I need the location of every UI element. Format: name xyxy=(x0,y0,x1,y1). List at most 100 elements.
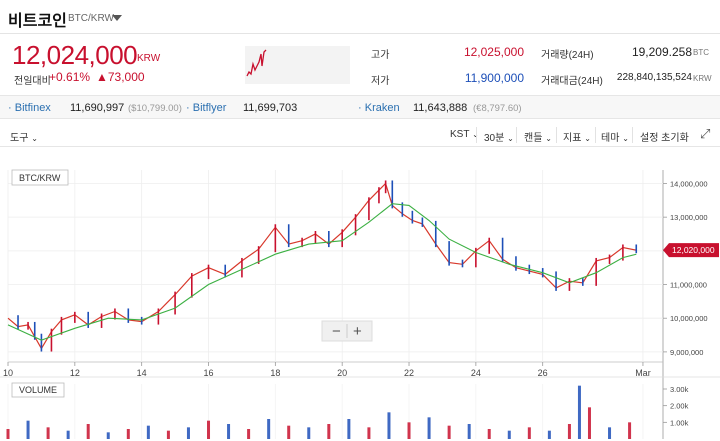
coin-name: 비트코인 xyxy=(8,13,67,30)
x-tick-label: 22 xyxy=(404,368,414,378)
low-label: 저가 xyxy=(371,76,390,87)
volume-bar xyxy=(427,417,431,439)
coin-selector-caret-icon[interactable] xyxy=(112,15,122,21)
theme-chevron-icon: ⌄ xyxy=(622,134,629,143)
volume-bar xyxy=(487,429,491,439)
toolbar-divider xyxy=(632,127,633,143)
volume-title: VOLUME xyxy=(19,385,57,395)
volume-bar xyxy=(146,425,150,439)
fullscreen-icon[interactable]: ⤢ xyxy=(700,126,711,141)
price-series xyxy=(7,180,638,352)
low-value: 11,900,000 xyxy=(464,71,524,85)
volume-bar xyxy=(267,419,271,439)
volume-bar xyxy=(327,424,331,439)
volume-bar xyxy=(207,420,211,439)
volume-y-tick-label: 1.00k xyxy=(670,418,689,427)
volume-y-tick-label: 3.00k xyxy=(670,385,689,394)
chart-title: BTC/KRW xyxy=(19,173,61,183)
volume-bar xyxy=(46,427,50,439)
zoom-out-button[interactable]: − xyxy=(332,323,341,340)
x-tick-label: 20 xyxy=(337,368,347,378)
volume-bar xyxy=(467,424,471,439)
current-price-tag: 12,020,000 xyxy=(663,243,719,258)
moving-average-line xyxy=(7,203,637,341)
y-tick-label: 11,000,000 xyxy=(670,281,707,290)
high-value: 12,025,000 xyxy=(463,45,524,59)
exchange-name-bitflyer[interactable]: · Bitflyer xyxy=(186,102,227,114)
volume-bar xyxy=(577,385,581,439)
volume-bar xyxy=(587,407,591,439)
volume-bar xyxy=(307,427,311,439)
high-label: 고가 xyxy=(371,50,390,61)
price-unit: KRW xyxy=(137,53,161,64)
volume-bar xyxy=(628,422,632,439)
timezone-menu[interactable]: KST ⌄ xyxy=(450,129,479,140)
exchange-value-kraken: 11,643,888 xyxy=(413,102,468,114)
volume-bar xyxy=(26,420,30,439)
exchange-value-bitflyer: 11,699,703 xyxy=(243,102,298,114)
amount-label: 거래대금(24H) xyxy=(541,76,603,87)
header: 비트코인 BTC/KRW xyxy=(0,0,720,34)
x-tick-label: 24 xyxy=(471,368,481,378)
indicator-menu[interactable]: 지표 ⌄ xyxy=(563,133,591,144)
volume-value: 19,209.258 xyxy=(631,45,692,59)
sparkline-chart xyxy=(245,46,350,84)
exchange-name-bitfinex[interactable]: · Bitfinex xyxy=(8,102,51,114)
exchange-name-kraken[interactable]: · Kraken xyxy=(358,102,400,114)
interval-menu[interactable]: 30분 ⌄ xyxy=(484,133,514,144)
volume-bar xyxy=(227,424,231,439)
volume-bar xyxy=(287,425,291,439)
timezone-chevron-icon: ⌄ xyxy=(472,130,479,139)
chart-type-chevron-icon: ⌄ xyxy=(545,134,552,143)
x-tick-label: 14 xyxy=(137,368,147,378)
chart-title-box xyxy=(11,169,69,186)
chart-type-menu[interactable]: 캔들 ⌄ xyxy=(524,133,552,144)
volume-bar xyxy=(106,432,110,439)
change-amount: ▲73,000 xyxy=(96,70,145,84)
y-tick-label: 10,000,000 xyxy=(670,314,708,323)
x-tick-label: Mar xyxy=(635,368,651,378)
current-price-tag-label: 12,020,000 xyxy=(672,245,715,255)
volume-bar xyxy=(407,422,411,439)
tools-menu[interactable]: 도구 ⌄ xyxy=(10,133,38,144)
x-tick-label: 10 xyxy=(3,368,13,378)
reset-settings-button[interactable]: 설정 초기화 xyxy=(640,133,689,144)
volume-y-tick-label: 2.00k xyxy=(670,402,689,411)
volume-unit: BTC xyxy=(693,48,709,57)
toolbar-divider xyxy=(476,127,477,143)
exchange-sub-bitfinex: ($10,799.00) xyxy=(128,103,182,114)
chart-toolbar: 도구 ⌄ KST ⌄ 30분 ⌄ 캔들 ⌄ 지표 ⌄ 테마 ⌄ 설정 초기화 ⤢ xyxy=(0,123,720,147)
volume-bar xyxy=(186,427,190,439)
amount-value: 228,840,135,524 xyxy=(616,72,692,83)
x-tick-label: 26 xyxy=(538,368,548,378)
y-tick-label: 14,000,000 xyxy=(670,179,708,188)
volume-bar xyxy=(126,429,130,439)
zoom-in-button[interactable]: + xyxy=(353,323,362,340)
pair-label: BTC/KRW xyxy=(68,13,114,24)
y-tick-label: 13,000,000 xyxy=(670,213,708,222)
price-chart-svg[interactable]: 14,000,00013,000,00012,000,00011,000,000… xyxy=(0,162,720,441)
interval-chevron-icon: ⌄ xyxy=(507,134,514,143)
exchange-sub-kraken: (€8,797.60) xyxy=(473,103,522,114)
indicator-chevron-icon: ⌄ xyxy=(584,134,591,143)
volume-bar xyxy=(527,427,531,439)
volume-bar xyxy=(447,425,451,439)
volume-label: 거래량(24H) xyxy=(541,50,594,61)
chart-area[interactable]: 14,000,00013,000,00012,000,00011,000,000… xyxy=(0,162,720,441)
volume-bar xyxy=(608,427,612,439)
theme-menu[interactable]: 테마 ⌄ xyxy=(601,133,629,144)
volume-title-box xyxy=(11,382,65,398)
exchange-bar: · Bitfinex 11,690,997 ($10,799.00) · Bit… xyxy=(0,95,720,119)
volume-bar xyxy=(567,424,571,439)
volume-bar xyxy=(507,430,511,439)
volume-bar xyxy=(547,430,551,439)
volume-bar xyxy=(367,427,371,439)
volume-bar xyxy=(166,430,170,439)
volume-bar xyxy=(247,429,251,439)
volume-bar xyxy=(86,424,90,439)
volume-bar xyxy=(6,429,10,439)
exchange-value-bitfinex: 11,690,997 xyxy=(70,102,125,114)
change-label: 전일대비 xyxy=(14,76,51,87)
toolbar-divider xyxy=(516,127,517,143)
x-tick-label: 12 xyxy=(70,368,80,378)
